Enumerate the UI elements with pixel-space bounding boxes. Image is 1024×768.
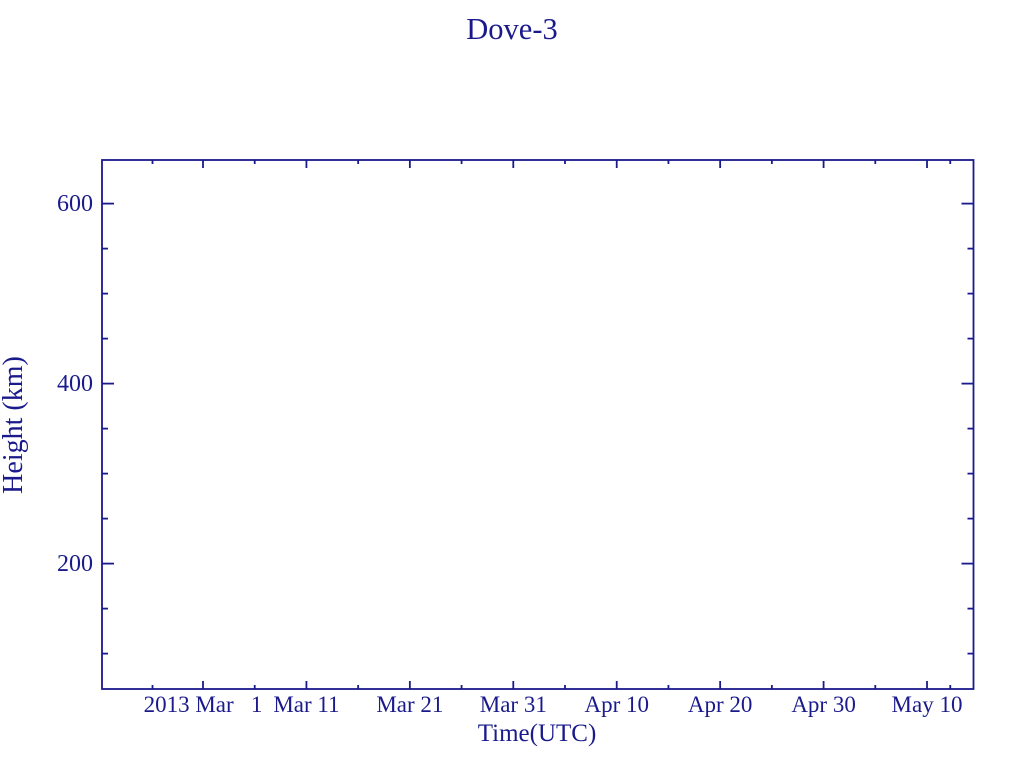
svg-text:Dove-3: Dove-3	[466, 12, 557, 46]
svg-text:600: 600	[57, 191, 93, 217]
svg-text:Apr 30: Apr 30	[791, 692, 856, 717]
svg-text:Mar 11: Mar 11	[273, 692, 339, 717]
svg-text:Mar 31: Mar 31	[480, 692, 547, 717]
svg-text:Apr 20: Apr 20	[688, 692, 753, 717]
svg-text:May 10: May 10	[892, 692, 963, 717]
svg-text:Apr 10: Apr 10	[584, 692, 649, 717]
svg-text:Height (km): Height (km)	[0, 356, 29, 494]
svg-text:2013 Mar 1: 2013 Mar 1	[144, 692, 263, 717]
svg-text:200: 200	[57, 551, 93, 577]
svg-text:400: 400	[57, 371, 93, 397]
svg-text:Mar 21: Mar 21	[376, 692, 443, 717]
svg-text:Time(UTC): Time(UTC)	[478, 720, 597, 747]
